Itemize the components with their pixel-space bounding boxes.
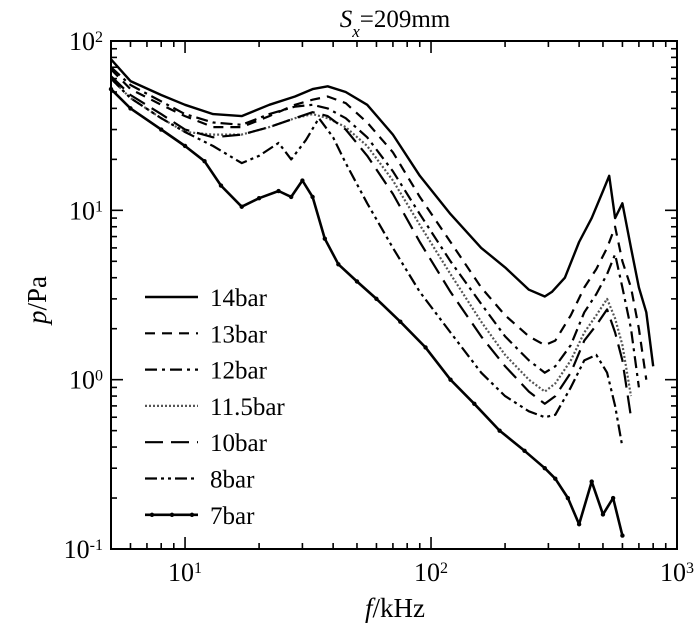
series-point-7bar [565, 495, 571, 501]
x-tick-label: 102 [414, 558, 448, 587]
series-point-7bar [589, 479, 594, 484]
series-point-7bar [522, 448, 527, 454]
series-point-7bar [276, 188, 281, 194]
series-point-7bar [398, 319, 403, 324]
x-tick-label: 103 [660, 558, 694, 587]
legend: 14bar 13bar 12bar 11.5bar 10bar 8bar 7bar [145, 285, 285, 530]
series-point-7bar [448, 377, 453, 382]
legend-label-7bar: 7bar [210, 503, 255, 530]
legend-marker-7bar [189, 512, 195, 517]
series-point-7bar [218, 183, 224, 188]
series-point-7bar [310, 194, 315, 200]
series-line-13bar [110, 68, 648, 380]
series-point-7bar [620, 533, 625, 538]
series-point-7bar [256, 195, 262, 201]
x-tick-label: 101 [168, 558, 202, 587]
series-point-7bar [553, 476, 558, 481]
legend-label-11.5bar: 11.5bar [210, 394, 285, 421]
series-point-7bar [336, 262, 341, 267]
series-point-7bar [159, 127, 164, 132]
y-tick-label: 100 [69, 366, 103, 395]
series-line-8bar [110, 77, 624, 448]
series-line-7bar [110, 88, 624, 536]
legend-marker-7bar [149, 512, 155, 517]
legend-label-8bar: 8bar [210, 467, 255, 494]
series-point-7bar [182, 143, 188, 149]
series-point-7bar [202, 159, 207, 164]
series-point-7bar [542, 466, 547, 471]
legend-label-14bar: 14bar [210, 285, 268, 312]
legend-label-10bar: 10bar [210, 430, 268, 457]
series-point-7bar [576, 522, 582, 527]
legend-label-13bar: 13bar [210, 321, 268, 348]
series-point-7bar [288, 194, 294, 200]
y-tick-label: 102 [69, 27, 103, 56]
axis-ticks: 101 102 103 10-1 100 101 102 [64, 27, 694, 587]
plot-frame [110, 40, 678, 550]
series-point-7bar [610, 495, 616, 501]
legend-label-12bar: 12bar [210, 358, 268, 385]
series-point-7bar [239, 204, 244, 209]
series-point-7bar [472, 401, 477, 407]
series-point-7bar [300, 178, 305, 183]
series-line-12bar [110, 66, 640, 388]
legend-marker-7bar [169, 512, 175, 517]
series-point-7bar [374, 296, 379, 302]
series-point-7bar [354, 279, 360, 284]
series-point-7bar [600, 512, 606, 517]
x-axis-label: f/kHz [365, 593, 425, 623]
plot-area [108, 58, 655, 538]
series-point-7bar [497, 428, 502, 433]
y-tick-label: 101 [69, 196, 103, 225]
y-tick-label: 10-1 [64, 535, 103, 564]
series-point-7bar [322, 236, 328, 241]
chart-title: Sx=209mm [340, 6, 451, 41]
series-point-7bar [128, 106, 133, 111]
series-line-14bar [110, 58, 655, 367]
series-line-10bar [110, 75, 633, 418]
y-axis-label: p/Pa [22, 276, 52, 326]
series-line-11.5bar [110, 77, 633, 397]
series-point-7bar [423, 345, 428, 350]
